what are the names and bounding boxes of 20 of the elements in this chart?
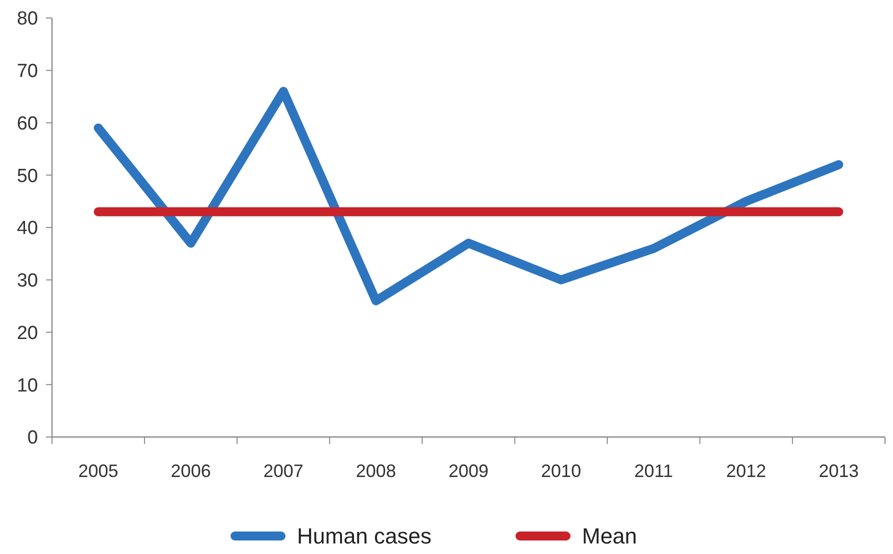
x-tick-label: 2006 <box>170 461 211 481</box>
x-tick-label: 2009 <box>448 461 489 481</box>
y-tick-label: 60 <box>16 113 38 134</box>
x-tick-label: 2007 <box>263 461 304 481</box>
y-tick-label: 30 <box>16 270 38 292</box>
x-tick-label: 2013 <box>818 461 859 481</box>
y-tick-label: 20 <box>16 322 38 344</box>
x-tick-label: 2011 <box>634 461 673 481</box>
y-tick-label: 0 <box>27 428 38 449</box>
x-tick-label: 2005 <box>78 461 118 481</box>
y-tick-label: 50 <box>16 166 38 187</box>
legend-label: Mean <box>582 524 638 549</box>
x-tick-label: 2008 <box>356 461 396 481</box>
y-tick-label: 70 <box>16 61 38 82</box>
y-tick-label: 10 <box>16 375 38 396</box>
legend-label: Human cases <box>297 524 432 549</box>
y-tick-label: 80 <box>16 8 38 30</box>
y-tick-label: 40 <box>16 218 38 240</box>
x-tick-label: 2010 <box>541 461 582 481</box>
x-tick-label: 2012 <box>726 461 766 481</box>
